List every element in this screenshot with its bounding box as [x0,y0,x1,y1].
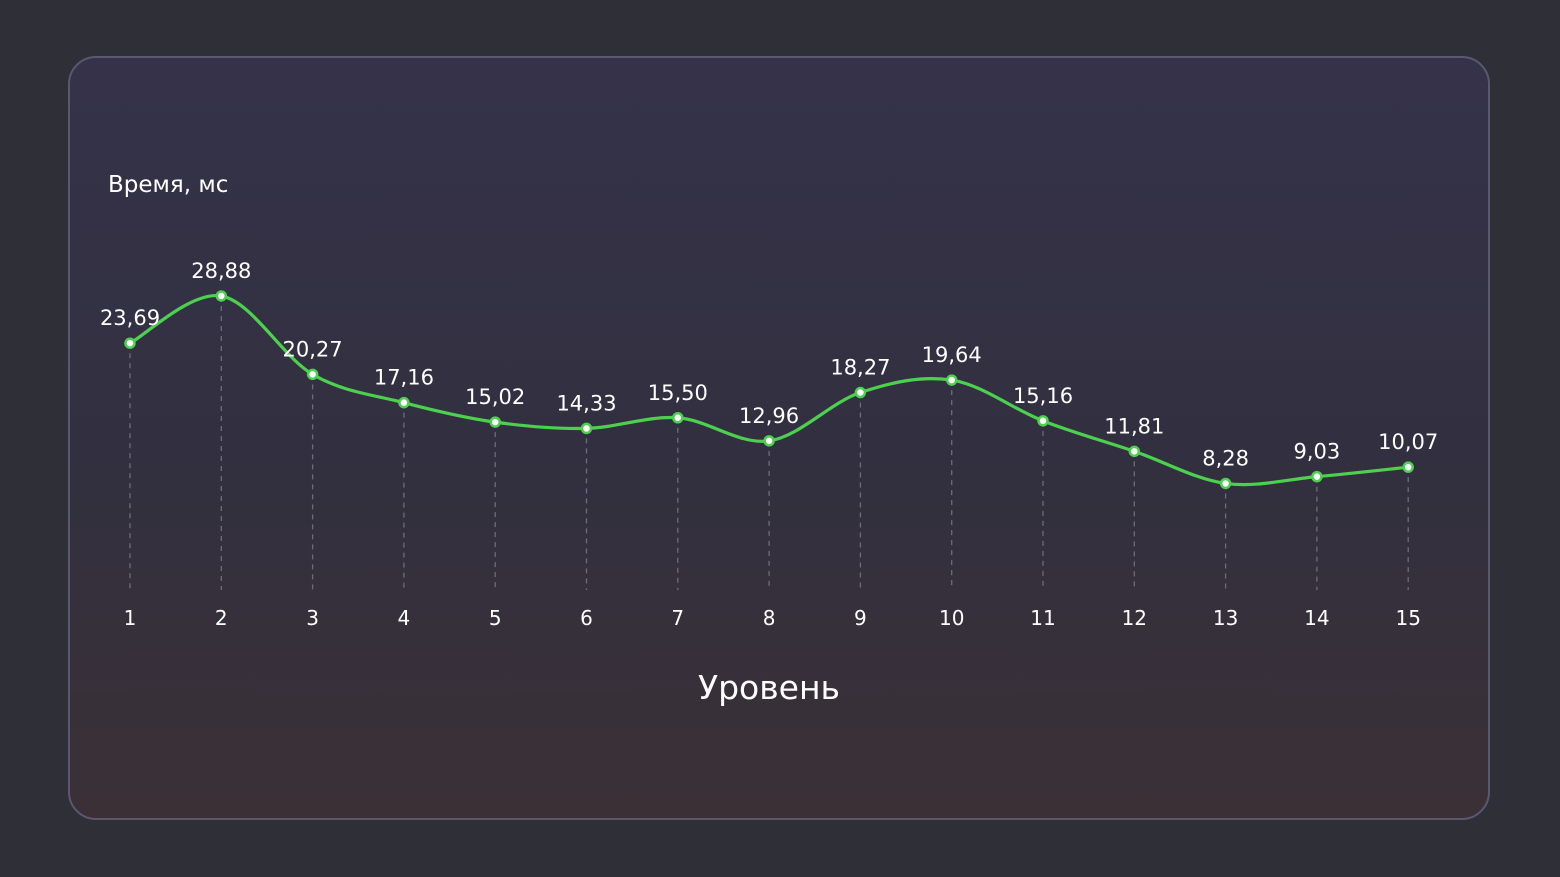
x-tick-label-14: 14 [1304,606,1329,630]
x-tick-label-1: 1 [124,606,137,630]
data-label-1: 23,69 [100,306,160,330]
x-tick-label-11: 11 [1030,606,1055,630]
data-label-11: 15,16 [1013,384,1073,408]
data-point-10 [945,374,958,386]
data-point-13 [1219,477,1232,490]
data-point-7 [672,412,684,424]
data-point-11 [1037,415,1049,427]
data-label-6: 14,33 [556,391,616,415]
x-tick-label-8: 8 [763,606,776,630]
data-point-6 [580,422,593,435]
x-tick-label-9: 9 [854,606,867,630]
data-label-10: 19,64 [922,343,982,367]
x-axis-label: Уровень [697,668,841,707]
data-point-14 [1311,470,1323,483]
x-tick-label-12: 12 [1122,606,1147,630]
data-point-1 [124,337,136,349]
x-tick-label-15: 15 [1395,606,1420,630]
data-point-4 [398,396,410,409]
data-point-5 [489,416,501,428]
data-label-7: 15,50 [648,381,708,405]
data-label-12: 11,81 [1104,414,1164,438]
data-point-12 [1128,445,1141,458]
x-tick-label-3: 3 [306,606,319,630]
x-tick-label-4: 4 [398,606,411,630]
data-label-8: 12,96 [739,404,799,428]
data-point-9 [854,386,867,399]
data-point-2 [215,290,228,302]
data-label-3: 20,27 [283,337,343,361]
x-tick-label-2: 2 [215,606,228,630]
data-label-13: 8,28 [1202,446,1249,470]
x-tick-label-7: 7 [671,606,684,630]
data-point-8 [763,435,775,447]
data-label-9: 18,27 [830,356,890,380]
data-label-5: 15,02 [465,385,525,409]
data-label-4: 17,16 [374,366,434,390]
data-label-15: 10,07 [1378,430,1438,454]
data-label-14: 9,03 [1294,440,1341,464]
x-tick-label-6: 6 [580,606,593,630]
data-point-15 [1402,461,1414,473]
x-tick-label-13: 13 [1213,606,1238,630]
data-label-2: 28,88 [191,259,251,283]
x-tick-label-10: 10 [939,606,964,630]
data-point-3 [306,368,319,381]
y-axis-label: Время, мс [108,172,229,198]
x-tick-label-5: 5 [489,606,502,630]
